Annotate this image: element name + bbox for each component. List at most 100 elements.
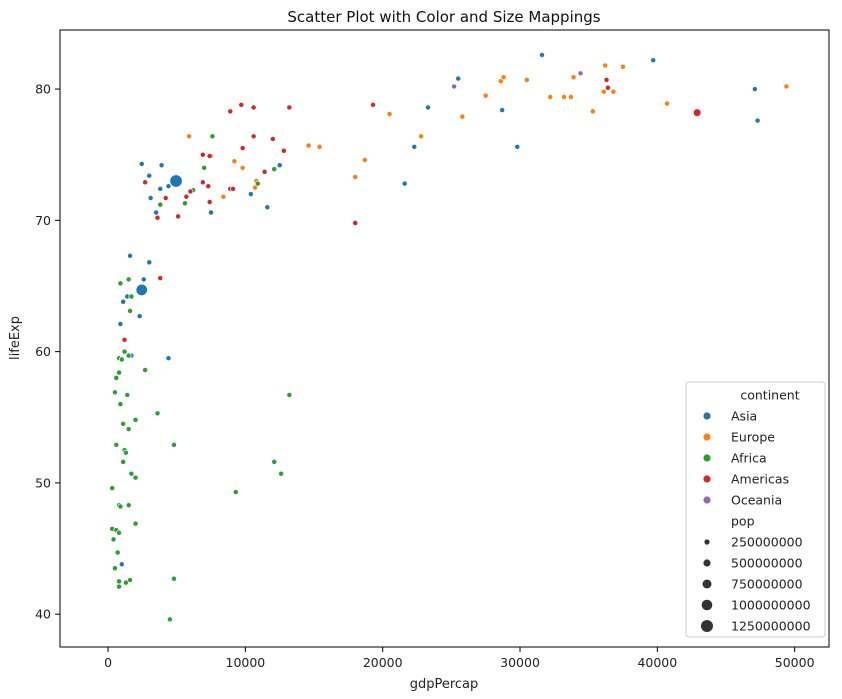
data-point-asia: [401, 180, 408, 187]
data-point-asia: [136, 313, 143, 320]
data-point-asia: [147, 195, 154, 201]
data-point-americas: [352, 220, 359, 226]
data-point-europe: [482, 92, 489, 99]
data-point-americas: [187, 188, 194, 195]
data-point-americas: [142, 179, 149, 186]
x-tick-label: 40000: [637, 655, 677, 670]
data-point-americas: [239, 145, 246, 152]
data-point-africa: [113, 374, 120, 381]
data-point-asia: [127, 252, 133, 259]
data-point-asia: [754, 117, 761, 124]
data-point-asia: [411, 143, 418, 150]
data-point-asia: [120, 298, 127, 305]
data-point-africa: [232, 489, 239, 496]
data-point-europe: [352, 174, 359, 180]
data-point-africa: [201, 164, 208, 171]
plot-frame: [59, 29, 830, 648]
data-point-asia: [499, 107, 506, 114]
data-point-asia: [455, 75, 462, 82]
data-point-europe: [186, 133, 193, 140]
data-point-asia: [425, 104, 431, 111]
legend-size-entry: 1250000000: [731, 619, 811, 634]
data-point-americas: [175, 213, 182, 220]
data-point-asia: [158, 162, 165, 169]
data-point-americas: [154, 214, 161, 221]
y-tick-label: 40: [35, 607, 51, 622]
data-point-europe: [783, 83, 790, 90]
y-tick-label: 80: [35, 82, 51, 97]
data-points: [109, 51, 790, 623]
data-point-asia: [146, 259, 153, 266]
data-point-asia: [264, 204, 271, 211]
data-point-africa: [125, 426, 132, 433]
legend-size-marker: [701, 620, 713, 632]
x-tick-label: 10000: [226, 655, 266, 670]
data-point-asia: [165, 355, 172, 362]
legend-swatch-asia: [703, 412, 711, 420]
legend-size-entry: 500000000: [731, 556, 803, 571]
legend-size-entry: 1000000000: [731, 598, 811, 613]
data-point-africa: [117, 401, 124, 408]
data-point-africa: [122, 579, 129, 586]
data-point-americas: [183, 193, 190, 200]
data-point-asia: [157, 185, 164, 192]
data-point-europe: [386, 111, 393, 117]
data-point-americas: [206, 199, 213, 205]
data-point-asia: [138, 160, 145, 167]
data-point-europe: [561, 94, 567, 100]
data-point-europe: [547, 94, 554, 100]
data-point-africa: [120, 420, 127, 427]
legend-entry-oceania: Oceania: [731, 493, 782, 508]
data-point-europe: [620, 63, 626, 70]
data-point-africa: [110, 536, 117, 543]
data-point-oceania: [577, 70, 584, 77]
data-point-africa: [118, 356, 125, 363]
data-point-europe: [589, 108, 596, 115]
data-point-africa: [171, 441, 177, 448]
data-point-europe: [220, 193, 227, 200]
data-point-americas: [692, 108, 702, 117]
data-point-europe: [602, 62, 609, 69]
legend-size-title: pop: [731, 514, 755, 529]
legend-items: continent Asia Europe Africa Americas Oceania…: [701, 388, 811, 634]
data-point-europe: [252, 184, 258, 191]
data-point-asia: [153, 209, 160, 216]
x-axis-label: gdpPercap: [410, 677, 479, 692]
legend-frame: [685, 381, 826, 638]
data-point-americas: [261, 168, 268, 175]
data-point-africa: [128, 470, 135, 477]
y-tick-label: 70: [35, 213, 51, 228]
legend-size-entry: 750000000: [731, 577, 803, 592]
data-point-europe: [418, 133, 425, 140]
legend-entry-americas: Americas: [731, 472, 789, 487]
data-point-americas: [157, 275, 164, 282]
data-point-oceania: [451, 83, 458, 90]
data-point-africa: [116, 529, 122, 536]
data-point-europe: [459, 113, 466, 120]
data-point-europe: [231, 158, 238, 165]
chart-title: Scatter Plot with Color and Size Mapping…: [287, 8, 600, 26]
data-point-africa: [111, 565, 118, 572]
data-point-africa: [117, 503, 124, 510]
legend-size-marker: [703, 559, 711, 567]
data-point-europe: [664, 100, 670, 107]
legend-swatch-oceania: [703, 496, 711, 504]
data-point-europe: [239, 164, 246, 171]
data-point-africa: [157, 201, 164, 208]
data-point-americas: [286, 104, 293, 111]
legend-entry-africa: Africa: [731, 451, 767, 466]
x-tick-label: 50000: [775, 655, 815, 670]
data-point-asia: [117, 321, 124, 328]
data-point-americas: [250, 133, 257, 140]
data-point-asia: [169, 174, 183, 188]
data-point-europe: [610, 88, 617, 95]
data-point-asia: [514, 143, 521, 150]
data-point-americas: [205, 183, 212, 190]
data-point-africa: [117, 280, 124, 287]
data-point-africa: [142, 367, 149, 373]
data-point-americas: [199, 179, 206, 186]
data-point-americas: [250, 104, 257, 111]
legend-size-entry: 250000000: [731, 535, 803, 550]
data-point-africa: [166, 616, 173, 623]
